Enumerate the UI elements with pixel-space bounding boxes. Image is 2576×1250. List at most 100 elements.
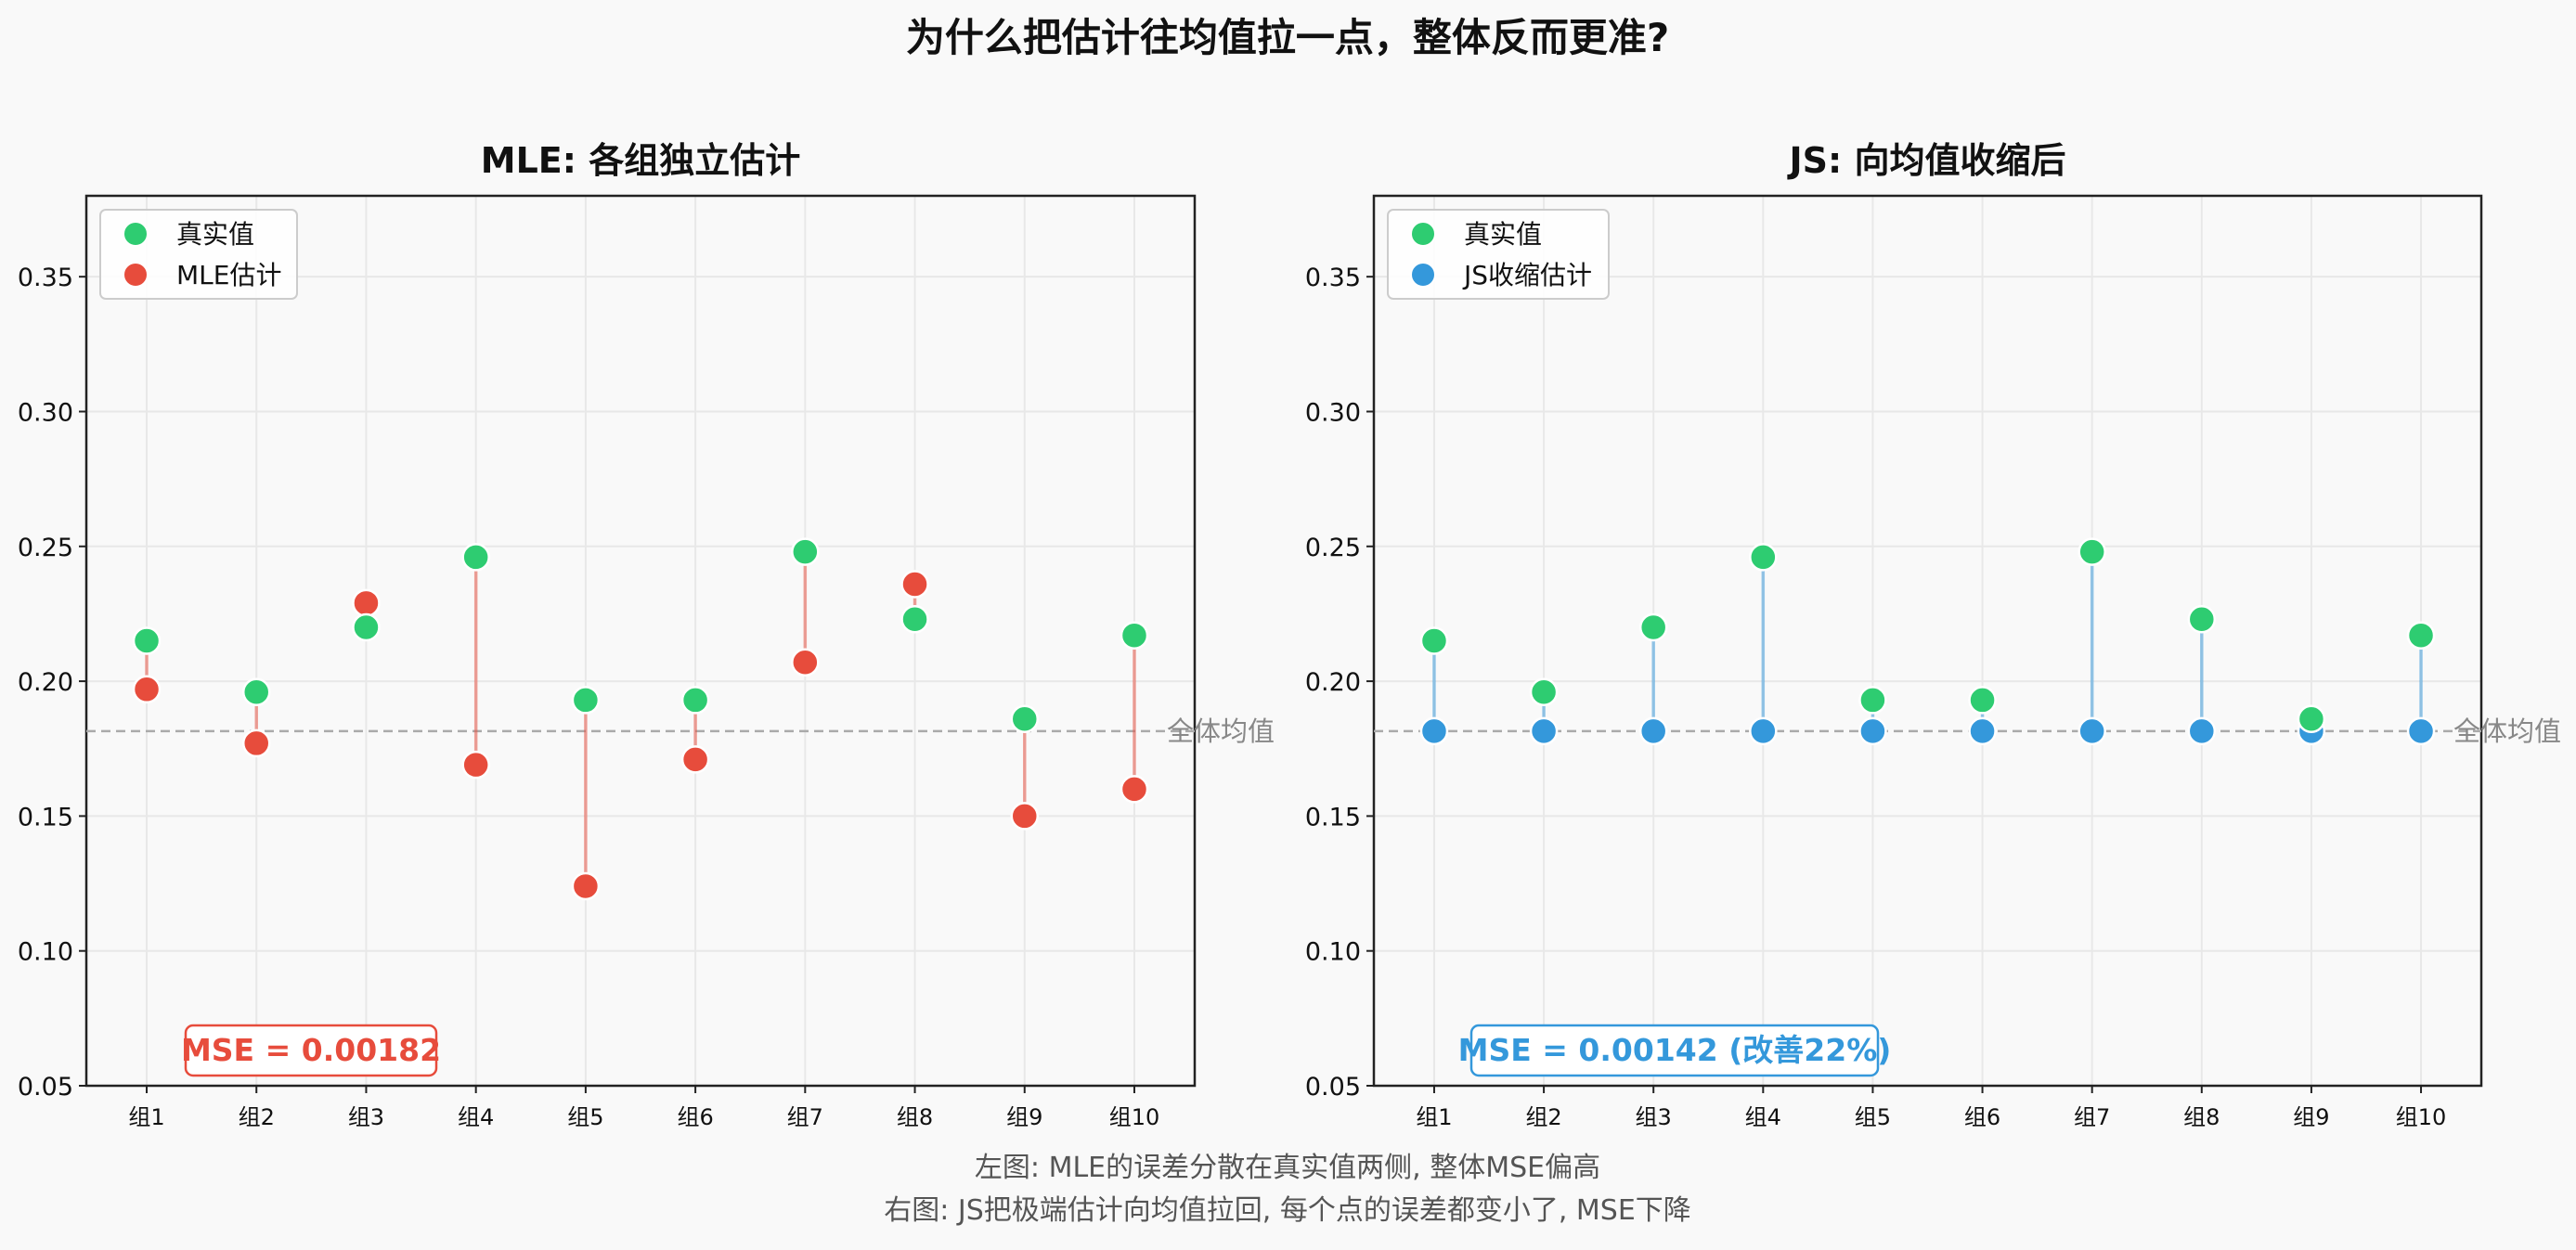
footnote-line-2: 右图: JS把极端估计向均值拉回, 每个点的误差都变小了, MSE下降 — [884, 1194, 1691, 1227]
estimate-point — [1858, 716, 1887, 746]
true-point — [352, 612, 381, 642]
x-tick-label: 组9 — [1006, 1104, 1042, 1130]
estimate-point — [791, 648, 820, 677]
true-point — [680, 686, 710, 715]
x-tick-label: 组6 — [677, 1104, 713, 1130]
legend-box — [1387, 209, 1610, 300]
true-point — [2187, 605, 2217, 634]
x-tick-label: 组9 — [2293, 1104, 2329, 1130]
estimate-point — [461, 750, 490, 780]
y-tick-label: 0.20 — [18, 668, 73, 697]
estimate-point — [1529, 716, 1559, 746]
true-point — [2297, 704, 2326, 734]
estimate-point — [900, 570, 929, 599]
estimate-point — [132, 675, 162, 704]
chart-title: JS: 向均值收缩后 — [1787, 140, 2066, 181]
legend-marker — [1410, 262, 1436, 288]
true-point — [1638, 612, 1668, 642]
y-tick-label: 0.25 — [18, 534, 73, 562]
estimate-point — [241, 728, 271, 758]
true-point — [1529, 677, 1559, 706]
legend-label: 真实值 — [176, 219, 254, 250]
y-tick-label: 0.10 — [1305, 938, 1361, 967]
true-point — [2078, 537, 2106, 566]
chart-panel-2: 0.05 0.10 0.15 0.20 0.25 0.30 0.35 组1 组2 组3 组4 组5 组6… — [1305, 140, 2561, 1130]
x-tick-label: 组6 — [1964, 1104, 2000, 1130]
legend-marker — [1410, 221, 1436, 247]
true-point — [461, 543, 490, 572]
estimate-point — [1968, 716, 1997, 746]
x-tick-label: 组5 — [567, 1104, 603, 1130]
legend-label: JS收缩估计 — [1462, 260, 1592, 290]
footnote-line-1: 左图: MLE的误差分散在真实值两侧, 整体MSE偏高 — [975, 1152, 1600, 1184]
legend-marker — [123, 221, 149, 247]
legend-box — [99, 209, 298, 300]
x-tick-label: 组1 — [1416, 1104, 1452, 1130]
y-tick-label: 0.25 — [1305, 534, 1361, 562]
y-tick-label: 0.05 — [18, 1073, 73, 1102]
estimate-point — [1010, 802, 1040, 831]
chart-panel-1: 0.05 0.10 0.15 0.20 0.25 0.30 0.35 组1 组2 组3 组4 组5 组6… — [18, 140, 1275, 1130]
true-point — [1968, 686, 1997, 715]
estimate-point — [571, 871, 601, 901]
y-tick-label: 0.30 — [18, 398, 73, 427]
true-point — [1419, 626, 1449, 655]
estimate-point — [2406, 716, 2436, 746]
x-tick-label: 组4 — [458, 1104, 494, 1130]
x-tick-label: 组7 — [787, 1104, 823, 1130]
estimate-point — [352, 588, 381, 618]
legend-label: 真实值 — [1464, 219, 1542, 250]
x-tick-label: 组8 — [2183, 1104, 2220, 1130]
true-point — [1858, 686, 1887, 715]
estimate-point — [2187, 716, 2217, 746]
estimate-point — [1638, 716, 1668, 746]
x-tick-label: 组2 — [1525, 1104, 1561, 1130]
estimate-point — [2078, 716, 2106, 746]
estimate-point — [1120, 775, 1149, 804]
mse-annotation: MSE = 0.00182 — [181, 1032, 441, 1068]
x-tick-label: 组4 — [1745, 1104, 1781, 1130]
true-point — [900, 605, 929, 634]
mean-line-label: 全体均值 — [2453, 715, 2561, 747]
y-tick-label: 0.15 — [18, 803, 73, 831]
y-tick-label: 0.35 — [1305, 264, 1361, 292]
y-tick-label: 0.10 — [18, 938, 73, 967]
x-tick-label: 组2 — [239, 1104, 275, 1130]
true-point — [1749, 543, 1778, 572]
x-tick-label: 组10 — [1109, 1104, 1160, 1130]
x-tick-label: 组5 — [1855, 1104, 1891, 1130]
estimate-point — [1749, 716, 1778, 746]
x-tick-label: 组3 — [348, 1104, 384, 1130]
true-point — [571, 686, 601, 715]
y-tick-label: 0.15 — [1305, 803, 1361, 831]
y-tick-label: 0.30 — [1305, 398, 1361, 427]
legend-label: MLE估计 — [176, 260, 281, 290]
plot-frame — [1372, 194, 2483, 1088]
chart-title: MLE: 各组独立估计 — [481, 140, 800, 181]
estimate-point — [680, 745, 710, 774]
plot-frame — [84, 194, 1197, 1088]
true-point — [132, 626, 162, 655]
x-tick-label: 组3 — [1636, 1104, 1672, 1130]
y-tick-label: 0.35 — [18, 264, 73, 292]
true-point — [2406, 621, 2436, 650]
figure-title: 为什么把估计往均值拉一点，整体反而更准? — [906, 15, 1669, 60]
true-point — [241, 677, 271, 706]
true-point — [1120, 621, 1149, 650]
y-tick-label: 0.20 — [1305, 668, 1361, 697]
true-point — [791, 537, 820, 566]
true-point — [1010, 704, 1040, 734]
mse-box — [184, 1024, 438, 1077]
mse-annotation: MSE = 0.00142 (改善22%) — [1458, 1032, 1892, 1068]
legend-marker — [123, 262, 149, 288]
x-tick-label: 组10 — [2396, 1104, 2447, 1130]
mse-box — [1469, 1024, 1880, 1077]
x-tick-label: 组8 — [897, 1104, 933, 1130]
x-tick-label: 组1 — [128, 1104, 164, 1130]
estimate-point — [1419, 716, 1449, 746]
y-tick-label: 0.05 — [1305, 1073, 1361, 1102]
x-tick-label: 组7 — [2074, 1104, 2110, 1130]
mean-line-label: 全体均值 — [1167, 715, 1275, 747]
